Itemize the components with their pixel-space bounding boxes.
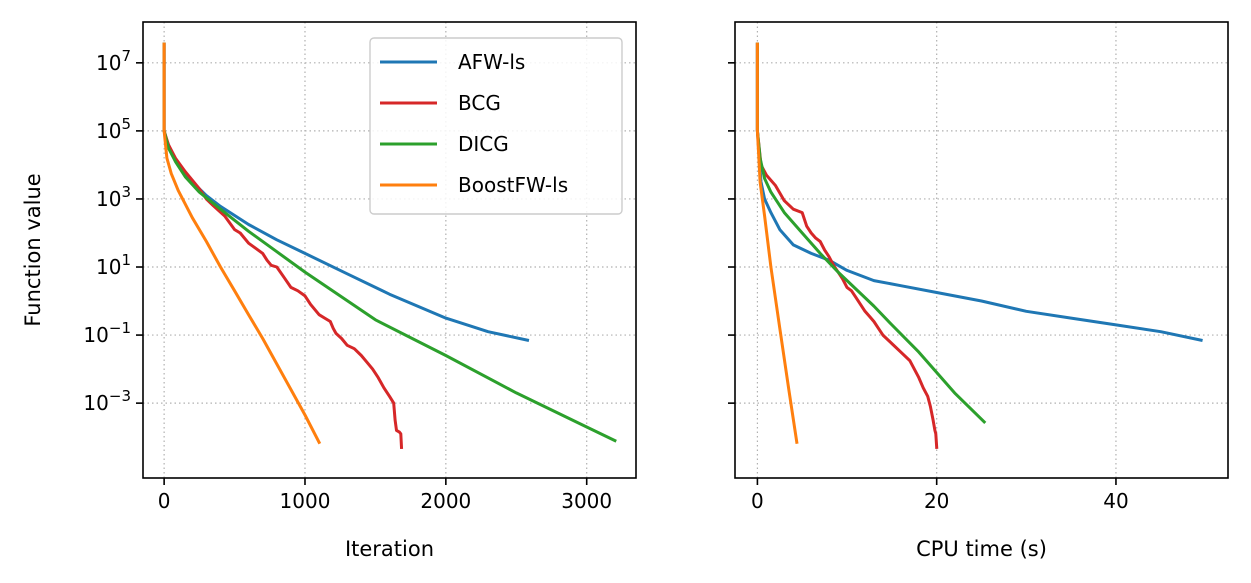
y-tick-label: 105: [96, 115, 131, 143]
x-tick-label: 40: [1103, 489, 1128, 513]
x-axis-label: CPU time (s): [916, 537, 1047, 561]
legend-entry: BCG: [458, 91, 501, 115]
x-axis-label: Iteration: [345, 537, 434, 561]
x-tick-label: 1000: [280, 489, 331, 513]
panel-1: 0 1000 2000 3000 107 105 103 101 10−1 10−3 Iterati…: [21, 21, 637, 561]
series-line-bcg: [755, 42, 939, 449]
legend-frame: [369, 37, 623, 215]
y-tick-label: 101: [96, 251, 131, 279]
series-line-bcg: [162, 42, 404, 449]
y-tick-label: 103: [96, 183, 131, 211]
y-axis-label: Function value: [21, 173, 45, 326]
plot-frame: [734, 21, 1229, 479]
x-tick-label: 20: [924, 489, 949, 513]
legend-entry: BoostFW-ls: [458, 173, 568, 197]
x-tick-label: 0: [751, 489, 764, 513]
plot-frame: [142, 21, 637, 479]
y-tick-label: 10−3: [83, 387, 131, 415]
legend: AFW-ls BCG DICG BoostFW-ls: [369, 37, 623, 215]
x-tick-label: 0: [158, 489, 171, 513]
y-tick-label: 10−1: [83, 319, 131, 347]
x-tick-label: 3000: [561, 489, 612, 513]
panel-2: 0 20 40 CPU time (s): [728, 21, 1229, 561]
legend-entry: AFW-ls: [458, 50, 525, 74]
y-tick-label: 107: [96, 47, 131, 75]
series-line-boostfw-ls: [755, 42, 799, 445]
legend-entry: DICG: [458, 132, 509, 156]
series-line-afw-ls: [755, 42, 1203, 342]
series-line-dicg: [162, 42, 617, 443]
series-line-boostfw-ls: [162, 42, 322, 445]
x-tick-label: 2000: [420, 489, 471, 513]
series-line-dicg: [755, 42, 987, 425]
